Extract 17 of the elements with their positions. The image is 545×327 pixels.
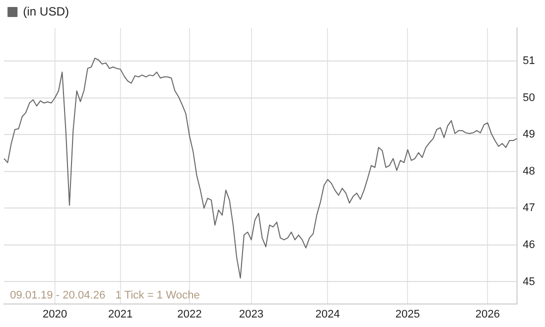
y-tick-label: 46: [522, 238, 536, 251]
x-tick-label: 2026: [475, 308, 500, 320]
x-tick-label: 2020: [42, 308, 68, 320]
x-tick-label: 2024: [315, 308, 340, 320]
annotation: 09.01.19 - 20.04.26: [10, 289, 106, 302]
x-tick-label: 2021: [108, 308, 133, 320]
annotation: 1 Tick = 1 Woche: [115, 289, 200, 302]
y-tick-label: 48: [522, 165, 536, 178]
legend-label: (in USD): [23, 4, 70, 18]
x-tick-label: 2025: [395, 308, 420, 320]
y-tick-label: 51: [522, 55, 536, 68]
x-tick-label: 2023: [239, 308, 264, 320]
y-tick-label: 45: [522, 276, 536, 288]
y-tick-label: 47: [522, 202, 536, 214]
y-tick-label: 50: [522, 92, 536, 104]
x-tick-label: 2022: [177, 308, 202, 320]
y-tick-label: 49: [522, 128, 536, 141]
